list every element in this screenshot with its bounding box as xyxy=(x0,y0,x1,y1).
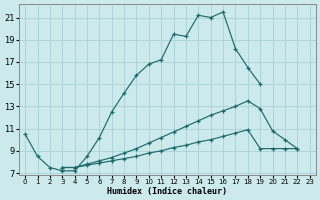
X-axis label: Humidex (Indice chaleur): Humidex (Indice chaleur) xyxy=(108,187,228,196)
